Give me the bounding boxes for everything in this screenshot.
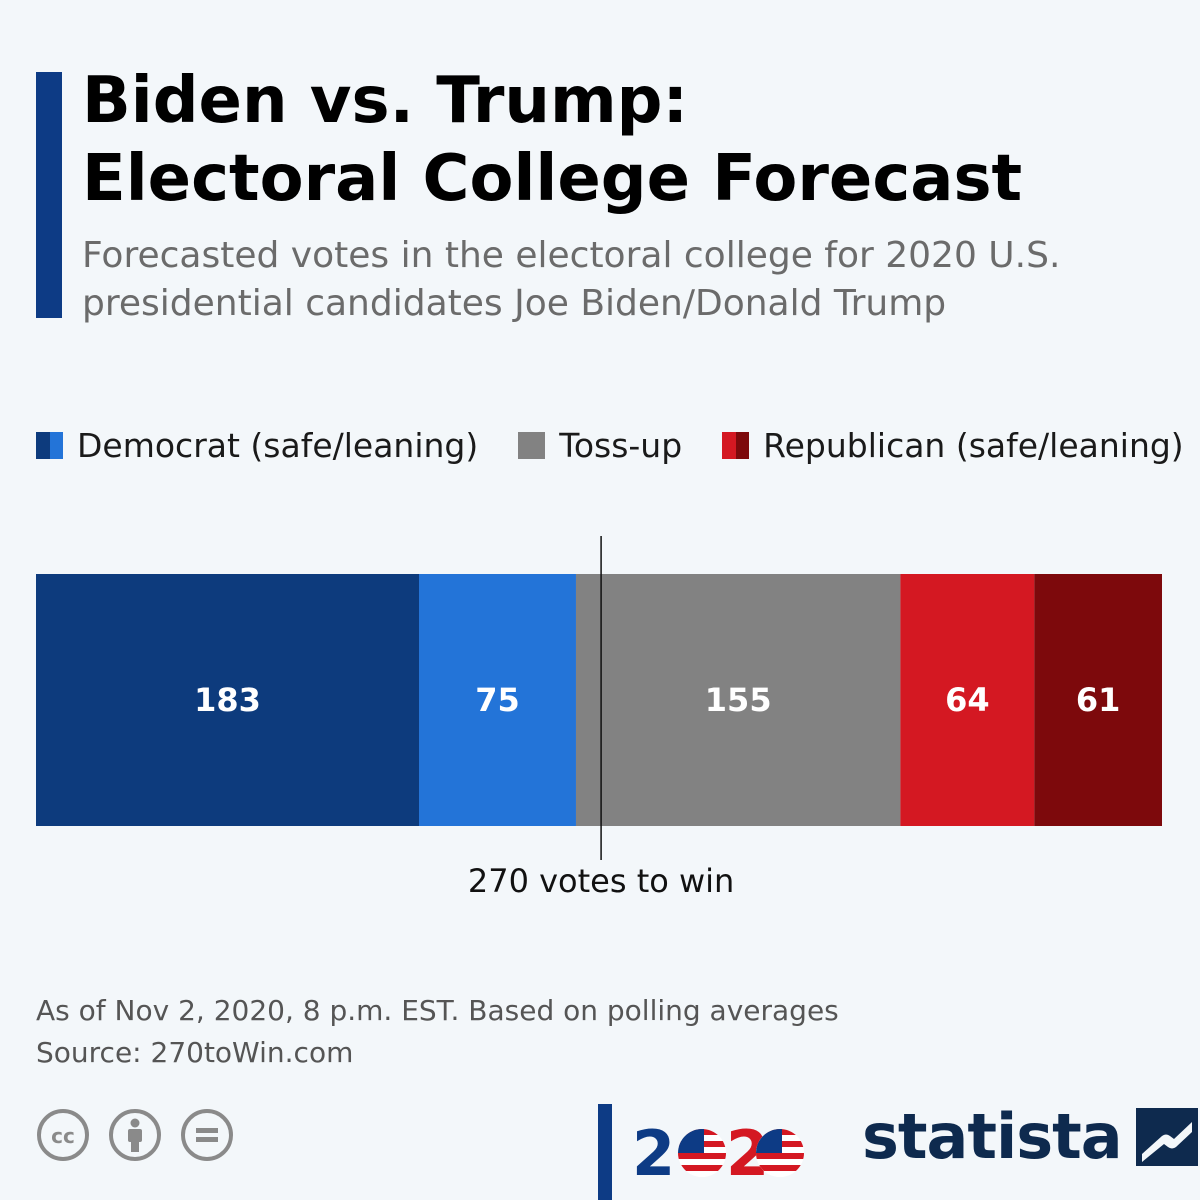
title-line-1: Biden vs. Trump: [82,64,689,138]
statista-wordmark: statista [862,1100,1123,1173]
subtitle-line-1: Forecasted votes in the electoral colleg… [82,235,1061,276]
no-derivatives-icon [181,1109,233,1161]
logo-2020-mark: 2 2 [632,1117,804,1187]
threshold-label: 270 votes to win [468,862,734,900]
stacked-bar-chart: 183 75 155 64 61 270 votes to win [36,536,1162,900]
legend-swatch-tossup [518,431,546,459]
footnote-note: As of Nov 2, 2020, 8 p.m. EST. Based on … [36,994,839,1027]
statista-logo: statista [862,1100,1198,1173]
footnote: As of Nov 2, 2020, 8 p.m. EST. Based on … [36,990,839,1074]
license-icons: cc [36,1108,252,1162]
statista-logo-icon [1135,1107,1198,1166]
svg-text:cc: cc [51,1124,75,1148]
legend-label-republican: Republican (safe/leaning) [763,425,1184,465]
title-line-2: Electoral College Forecast [82,142,1023,216]
us-flag-icon [678,1129,726,1177]
title-accent-bar [36,72,62,318]
bar-value-label-3: 155 [705,681,772,719]
bar-value-label-1: 183 [194,681,261,719]
logo-digit-2a: 2 [632,1117,675,1187]
chart-title: Biden vs. Trump: Electoral College Forec… [82,62,1162,218]
legend-swatch-republican [722,431,750,459]
footnote-source: Source: 270toWin.com [36,1036,354,1069]
bar-value-label-4: 64 [945,681,990,719]
us-flag-icon [756,1129,804,1177]
legend-label-democrat: Democrat (safe/leaning) [77,425,479,465]
bar-segment-4 [900,574,1035,826]
subtitle-line-2: presidential candidates Joe Biden/Donald… [82,283,947,324]
chart-legend: Democrat (safe/leaning) Toss-up Republic… [36,424,1184,466]
legend-item-tossup: Toss-up [518,426,682,465]
legend-item-democrat: Democrat (safe/leaning) [36,426,478,465]
bar-segment-1 [36,574,420,826]
logo-2020: 2 2 [598,1104,804,1200]
legend-label-tossup: Toss-up [559,425,683,465]
chart-subtitle: Forecasted votes in the electoral colleg… [82,232,1172,328]
cc-icon: cc [37,1109,89,1161]
legend-item-republican: Republican (safe/leaning) [722,426,1184,465]
attribution-icon [109,1109,161,1161]
bar-value-label-5: 61 [1076,681,1121,719]
bar-segment-3 [575,574,901,826]
bar-segment-2 [419,574,576,826]
bar-segment-5 [1034,574,1162,826]
logo-2020-bar [598,1104,612,1200]
bar-value-label-2: 75 [475,681,520,719]
legend-swatch-democrat [36,431,63,459]
